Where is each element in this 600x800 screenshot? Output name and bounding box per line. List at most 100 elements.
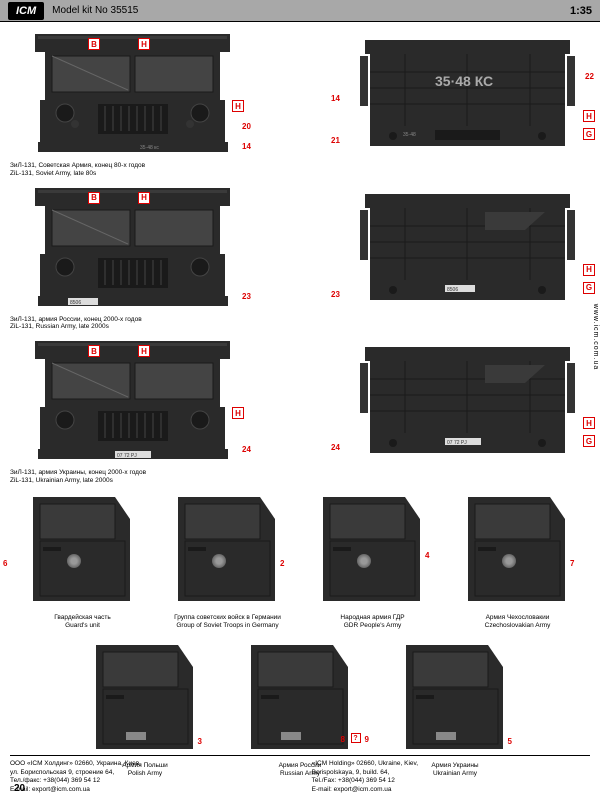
emblem-icon: [502, 554, 516, 568]
door-caption: Гвардейская частьGuard's unit: [15, 614, 150, 630]
truck-rear-svg: 35·48 КС 35·48: [345, 28, 590, 158]
footer-line-text: «ICM Holding» 02660, Ukraine, Kiev,: [312, 760, 590, 768]
callout-H: H: [583, 110, 595, 122]
callout-G: G: [583, 282, 595, 294]
footer-line-text: ул. Бориспольская 9, строение 64,: [10, 769, 288, 777]
caption-ru: ЗиЛ-131, армия России, конец 2000-х годо…: [10, 316, 255, 324]
door-svg: [460, 489, 575, 609]
footer-line-text: Borispolskaya, 9, build. 64,: [312, 769, 590, 777]
decal-num: 5: [508, 737, 512, 746]
footer-line-text: Тел./факс: +38(044) 369 54 12: [10, 777, 288, 785]
truck-rear-svg: 8506: [345, 182, 590, 312]
callout-H: H: [138, 192, 150, 204]
truck-rear-3: 07 72 PJ HG24: [345, 335, 590, 485]
emblem-icon: [212, 554, 226, 568]
plate-decal: [281, 732, 301, 740]
decal-num: 8: [341, 735, 345, 744]
door-svg: [170, 489, 285, 609]
decal-num: 6: [3, 559, 7, 568]
door-caption: Группа советских войск в ГерманииGroup o…: [160, 614, 295, 630]
footer-line-text: E-mail: export@icm.com.ua: [312, 786, 590, 794]
callout-num-23: 23: [242, 292, 251, 301]
svg-text:07 72 PJ: 07 72 PJ: [447, 440, 467, 446]
door-svg: [315, 489, 430, 609]
door-svg: [25, 489, 140, 609]
truck-front-1: 35·48 кс B H H 20 14 ЗиЛ-131, Советская Арми…: [10, 28, 255, 178]
door-variant: 4 Народная армия ГДРGDR People's Army: [305, 489, 440, 630]
decal-num: 7: [570, 559, 574, 568]
door-row-top: 6 Гвардейская частьGuard's unit 2 Группа…: [10, 489, 590, 630]
callout-H: H: [138, 38, 150, 50]
footer-line-text: ООО «ICM Холдинг» 02660, Украина, Киев,: [10, 760, 288, 768]
callout-num-21: 21: [331, 136, 340, 145]
callout-num-23: 23: [331, 290, 340, 299]
callout-H: H: [583, 417, 595, 429]
decal-num: 2: [280, 559, 284, 568]
caption-2: ЗиЛ-131, армия России, конец 2000-х годо…: [10, 316, 255, 332]
caption-en: ZiL-131, Ukrainian Army, late 2000s: [10, 477, 255, 485]
truck-rear-1: 35·48 КС 35·48 HG142221: [345, 28, 590, 178]
callout-H: H: [138, 345, 150, 357]
truck-front-svg: 8506: [10, 182, 255, 312]
callout-num-14: 14: [331, 94, 340, 103]
svg-text:8506: 8506: [70, 300, 81, 306]
website-url: www.icm.com.ua: [593, 304, 600, 371]
variant-row-1: 35·48 кс B H H 20 14 ЗиЛ-131, Советская Арми…: [10, 28, 590, 178]
callout-num-22: 22: [585, 72, 594, 81]
svg-text:35·48 кс: 35·48 кс: [140, 145, 159, 151]
footer: ООО «ICM Холдинг» 02660, Украина, Киев,у…: [0, 755, 600, 794]
header-bar: ICM Model kit No 35515 1:35: [0, 0, 600, 22]
variant-row-2: 8506 B H 23 ЗиЛ-131, армия России, конец 2…: [10, 182, 590, 332]
callout-H: H: [232, 407, 244, 419]
callout-num-20: 20: [242, 122, 251, 131]
svg-text:35·48 КС: 35·48 КС: [435, 73, 493, 89]
callout-num-24: 24: [242, 445, 251, 454]
truck-front-3: 07 72 PJ B H H 24 ЗиЛ-131, армия Украины, к…: [10, 335, 255, 485]
page-number: 20: [14, 783, 25, 794]
callout-G: G: [583, 128, 595, 140]
model-number: Model kit No 35515: [52, 5, 138, 16]
truck-rear-svg: 07 72 PJ: [345, 335, 590, 465]
svg-text:8506: 8506: [447, 287, 458, 293]
callout-H: H: [583, 264, 595, 276]
door-caption: Армия ЧехословакииCzechoslovakian Army: [450, 614, 585, 630]
callout-G: G: [583, 435, 595, 447]
caption-ru: ЗиЛ-131, армия Украины, конец 2000-х год…: [10, 469, 255, 477]
truck-front-svg: 35·48 кс: [10, 28, 255, 158]
emblem-icon: [67, 554, 81, 568]
scale-label: 1:35: [570, 5, 592, 17]
caption-1: ЗиЛ-131, Советская Армия, конец 80-х год…: [10, 162, 255, 178]
plate-decal: [436, 732, 456, 740]
callout-num-24: 24: [331, 443, 340, 452]
footer-right: «ICM Holding» 02660, Ukraine, Kiev,Boris…: [312, 760, 590, 794]
footer-line-text: Tel./Fax: +38(044) 369 54 12: [312, 777, 590, 785]
door-variant: 7 Армия ЧехословакииCzechoslovakian Army: [450, 489, 585, 630]
caption-3: ЗиЛ-131, армия Украины, конец 2000-х год…: [10, 469, 255, 485]
callout-B: B: [88, 345, 100, 357]
variant-row-3: 07 72 PJ B H H 24 ЗиЛ-131, армия Украины, к…: [10, 335, 590, 485]
plate-decal: [126, 732, 146, 740]
callout-q: ?: [351, 733, 361, 743]
decal-num: 4: [425, 551, 429, 560]
svg-text:07 72 PJ: 07 72 PJ: [117, 453, 137, 459]
callout-B: B: [88, 38, 100, 50]
emblem-icon: [357, 554, 371, 568]
svg-text:35·48: 35·48: [403, 132, 416, 138]
callout-H: H: [232, 100, 244, 112]
decal-num: 3: [198, 737, 202, 746]
callout-B: B: [88, 192, 100, 204]
brand-logo: ICM: [8, 2, 44, 20]
door-variant: 6 Гвардейская частьGuard's unit: [15, 489, 150, 630]
caption-en: ZiL-131, Soviet Army, late 80s: [10, 170, 255, 178]
truck-front-2: 8506 B H 23 ЗиЛ-131, армия России, конец 2…: [10, 182, 255, 332]
caption-en: ZiL-131, Russian Army, late 2000s: [10, 323, 255, 331]
footer-left: ООО «ICM Холдинг» 02660, Украина, Киев,у…: [10, 760, 288, 794]
truck-front-svg: 07 72 PJ: [10, 335, 255, 465]
callout-num-14: 14: [242, 142, 251, 151]
door-variant: 2 Группа советских войск в ГерманииGroup…: [160, 489, 295, 630]
footer-line-text: E-mail: export@icm.com.ua: [10, 786, 288, 794]
door-caption: Народная армия ГДРGDR People's Army: [305, 614, 440, 630]
page-content: 35·48 кс B H H 20 14 ЗиЛ-131, Советская Арми…: [0, 22, 600, 778]
decal-num: 9: [365, 735, 369, 744]
truck-rear-2: 8506 HG23: [345, 182, 590, 332]
